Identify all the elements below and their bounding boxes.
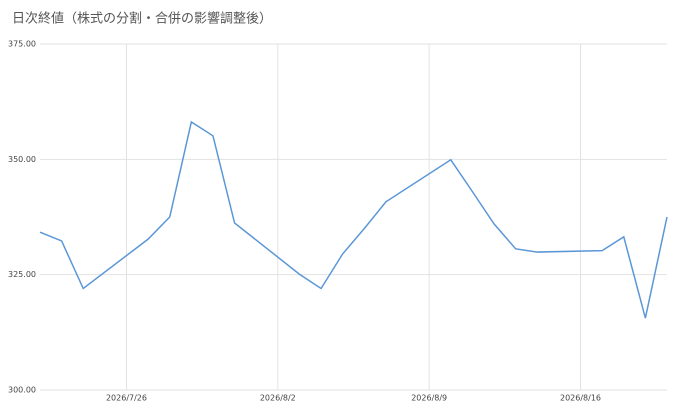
chart-title: 日次終値（株式の分割・合併の影響調整後）	[12, 11, 272, 27]
x-tick-label: 2026/8/2	[260, 394, 296, 403]
line-series	[39, 120, 668, 319]
y-tick-label: 350.00	[8, 155, 36, 164]
y-tick-label: 325.00	[8, 270, 36, 279]
y-tick-label: 300.00	[8, 386, 36, 395]
x-tick-label: 2026/8/16	[560, 394, 601, 403]
y-tick-label: 375.00	[8, 40, 36, 49]
x-tick-label: 2026/7/26	[106, 394, 147, 403]
x-tick-label: 2026/8/9	[411, 394, 447, 403]
